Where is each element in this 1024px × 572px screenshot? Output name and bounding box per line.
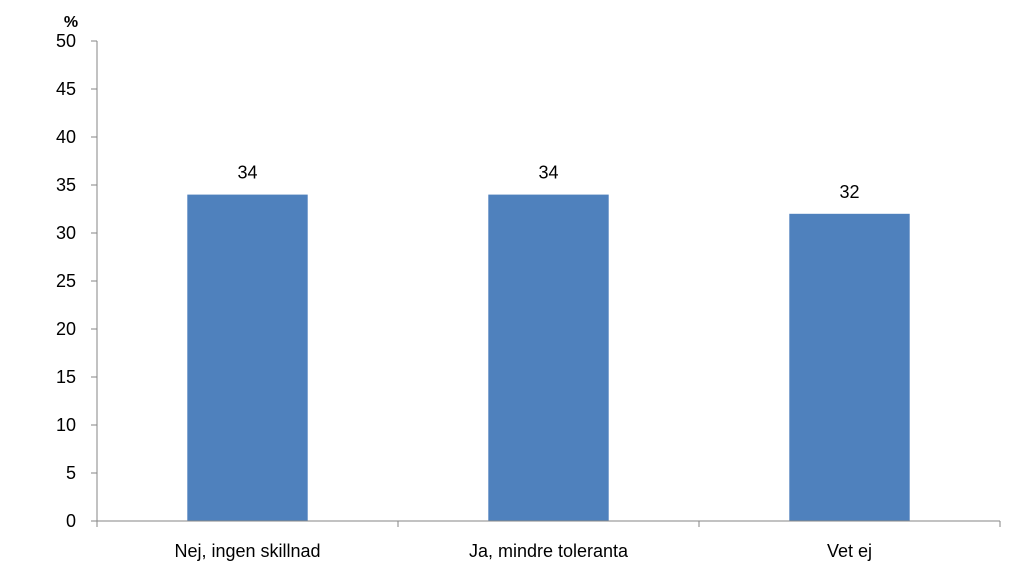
bar-series: 34 34 32 bbox=[187, 163, 910, 522]
bar-3 bbox=[789, 213, 910, 522]
y-tick-label: 10 bbox=[56, 415, 76, 435]
x-axis: Nej, ingen skillnad Ja, mindre toleranta V… bbox=[96, 520, 1001, 561]
y-tick-label: 5 bbox=[66, 463, 76, 483]
y-tick-label: 45 bbox=[56, 79, 76, 99]
y-tick-label: 40 bbox=[56, 127, 76, 147]
y-tick-label: 25 bbox=[56, 271, 76, 291]
bar-value-label: 32 bbox=[839, 182, 859, 202]
bar-1 bbox=[187, 194, 308, 521]
y-tick-label: 35 bbox=[56, 175, 76, 195]
bar-value-label: 34 bbox=[237, 163, 257, 183]
y-axis-unit-label: % bbox=[64, 14, 78, 31]
x-category-label: Vet ej bbox=[827, 541, 872, 561]
x-category-label: Ja, mindre toleranta bbox=[469, 541, 629, 561]
y-tick-label: 20 bbox=[56, 319, 76, 339]
y-tick-label: 50 bbox=[56, 31, 76, 51]
y-axis: 0 5 10 15 20 25 30 35 40 45 50 bbox=[56, 31, 98, 531]
bar-value-label: 34 bbox=[538, 163, 558, 183]
y-tick-label: 0 bbox=[66, 511, 76, 531]
bar-2 bbox=[488, 194, 609, 521]
y-tick-label: 15 bbox=[56, 367, 76, 387]
x-category-label: Nej, ingen skillnad bbox=[174, 541, 320, 561]
y-tick-label: 30 bbox=[56, 223, 76, 243]
